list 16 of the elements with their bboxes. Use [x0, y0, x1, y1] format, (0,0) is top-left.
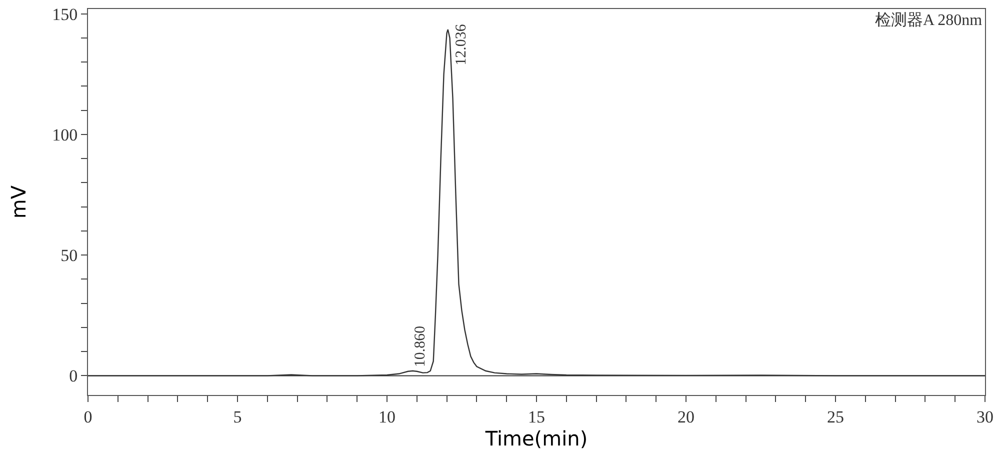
- x-tick-label: 30: [976, 407, 994, 426]
- y-axis-title: mV: [6, 185, 31, 219]
- x-tick-label: 0: [84, 407, 92, 426]
- annotation: 检测器A 280nm: [875, 11, 983, 29]
- x-axis-title: Time(min): [484, 426, 588, 450]
- annotation: 10.860: [412, 326, 428, 368]
- x-tick-label: 10: [378, 407, 396, 426]
- y-tick-label: 150: [52, 4, 78, 24]
- x-tick-label: 5: [233, 407, 242, 426]
- x-tick-label: 25: [827, 407, 844, 426]
- y-tick-label: 100: [52, 125, 78, 144]
- y-tick-label: 50: [60, 246, 78, 266]
- x-tick-label: 20: [678, 407, 694, 426]
- x-tick-label: 15: [528, 407, 545, 426]
- y-tick-label: 0: [69, 366, 78, 386]
- annotation: 12.036: [453, 24, 470, 66]
